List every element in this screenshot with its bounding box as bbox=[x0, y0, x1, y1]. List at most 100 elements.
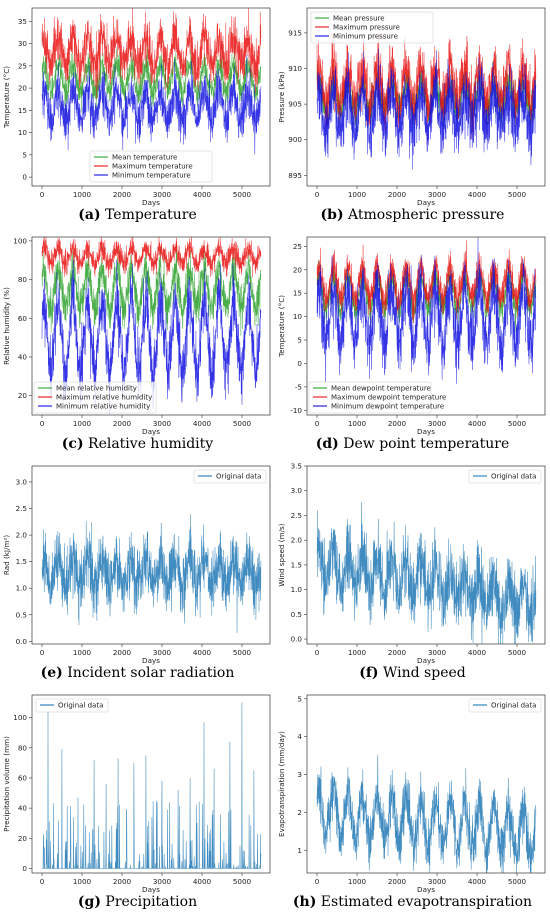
y-tick-label-d-1: -5 bbox=[295, 382, 302, 391]
x-tick-label-d-5: 5000 bbox=[508, 419, 527, 428]
y-tick-label-h-3: 4 bbox=[297, 732, 302, 741]
plot-frame-c bbox=[31, 236, 271, 416]
caption-b: (b) Atmospheric pressure bbox=[275, 207, 550, 223]
y-tick-label-g-1: 20 bbox=[18, 834, 28, 843]
plot-frame-b bbox=[306, 7, 546, 187]
y-tick-label-f-1: 0.5 bbox=[291, 610, 302, 619]
legend-label-a-1: Maximum temperature bbox=[112, 163, 193, 171]
y-tick-label-f-5: 2.5 bbox=[291, 511, 302, 520]
x-tick-label-h-3: 3000 bbox=[428, 877, 447, 886]
x-tick-label-c-4: 4000 bbox=[193, 419, 212, 428]
y-tick-label-d-5: 15 bbox=[293, 289, 302, 298]
series-line-b-1 bbox=[316, 32, 537, 145]
x-tick-label-c-2: 2000 bbox=[113, 419, 132, 428]
x-tick-label-b-3: 3000 bbox=[428, 190, 447, 199]
chart-panel-d: 0 1000 2000 3000 4000 5000 -10 -5 0 5 10 15 20 25 Days… bbox=[275, 229, 550, 458]
plot-frame-d bbox=[306, 236, 546, 416]
caption-text-a: Temperature bbox=[100, 207, 197, 223]
y-tick-label-a-5: 25 bbox=[18, 61, 27, 70]
y-tick-label-g-0: 0 bbox=[22, 864, 27, 873]
y-tick-label-d-7: 25 bbox=[293, 242, 302, 251]
caption-letter-b: (b) bbox=[320, 207, 344, 223]
x-axis-label-a: Days bbox=[142, 198, 160, 207]
series-line-a-2 bbox=[41, 54, 262, 155]
y-tick-label-b-2: 905 bbox=[288, 100, 302, 109]
chart-svg-e: 0 1000 2000 3000 4000 5000 0.0 0.5 1.0 1.5 2.0 2.5 3… bbox=[2, 465, 271, 665]
chart-panel-b: 0 1000 2000 3000 4000 5000 895 900 905 910 915 Days… bbox=[275, 0, 550, 229]
x-tick-label-f-2: 2000 bbox=[388, 648, 407, 657]
x-tick-label-a-3: 3000 bbox=[153, 190, 172, 199]
plot-frame-a bbox=[31, 7, 271, 187]
x-tick-label-d-0: 0 bbox=[315, 419, 320, 428]
x-tick-label-e-0: 0 bbox=[40, 648, 45, 657]
x-tick-label-a-2: 2000 bbox=[113, 190, 132, 199]
x-axis-label-d: Days bbox=[417, 427, 435, 436]
legend-label-a-0: Mean temperature bbox=[112, 154, 177, 162]
caption-text-h: Estimated evapotranspiration bbox=[316, 894, 533, 910]
x-tick-label-g-1: 1000 bbox=[73, 877, 92, 886]
y-axis-label-h: Evapotranspiration (mm/day) bbox=[277, 731, 286, 837]
y-tick-label-b-1: 900 bbox=[288, 135, 302, 144]
legend-label-h-0: Original data bbox=[491, 702, 536, 710]
caption-letter-e: (e) bbox=[40, 665, 63, 681]
y-tick-label-e-4: 2.0 bbox=[16, 531, 28, 540]
legend-label-d-2: Minimum dewpoint temperature bbox=[331, 403, 444, 411]
legend-label-d-0: Mean dewpoint temperature bbox=[331, 385, 431, 393]
x-tick-label-b-5: 5000 bbox=[508, 190, 527, 199]
y-tick-label-e-6: 3.0 bbox=[16, 477, 28, 486]
x-tick-label-e-3: 3000 bbox=[153, 648, 172, 657]
y-tick-label-c-3: 80 bbox=[18, 275, 28, 284]
chart-svg-f: 0 1000 2000 3000 4000 5000 0.0 0.5 1.0 1.5 2.0 2.5 3… bbox=[277, 462, 546, 665]
x-tick-label-a-4: 4000 bbox=[193, 190, 212, 199]
y-axis-label-e: Rad (kJ/m²) bbox=[2, 535, 11, 575]
caption-text-g: Precipitation bbox=[100, 894, 198, 910]
y-tick-label-a-1: 5 bbox=[22, 150, 27, 159]
x-axis-label-f: Days bbox=[417, 656, 435, 665]
series-line-g-0 bbox=[42, 702, 262, 870]
x-tick-label-e-4: 4000 bbox=[193, 648, 212, 657]
series-line-h-0 bbox=[316, 754, 537, 874]
caption-letter-d: (d) bbox=[315, 436, 339, 452]
legend-label-c-1: Maximum relative humidity bbox=[56, 394, 152, 402]
plot-frame-e bbox=[31, 465, 271, 645]
legend-label-b-0: Mean pressure bbox=[333, 15, 385, 23]
y-tick-label-h-2: 3 bbox=[297, 770, 302, 779]
chart-panel-f: 0 1000 2000 3000 4000 5000 0.0 0.5 1.0 1.5 2.0 2.5 3… bbox=[275, 458, 550, 687]
x-tick-label-d-2: 2000 bbox=[388, 419, 407, 428]
x-tick-label-h-4: 4000 bbox=[468, 877, 487, 886]
caption-letter-c: (c) bbox=[61, 436, 84, 452]
x-tick-label-g-2: 2000 bbox=[113, 877, 132, 886]
legend-label-d-1: Maximum dewpoint temperature bbox=[331, 394, 446, 402]
plot-frame-h bbox=[306, 694, 546, 874]
caption-f: (f) Wind speed bbox=[275, 665, 550, 681]
y-tick-label-e-2: 1.0 bbox=[16, 584, 28, 593]
y-tick-label-h-0: 1 bbox=[297, 846, 302, 855]
x-tick-label-e-5: 5000 bbox=[233, 648, 252, 657]
plot-frame-g bbox=[31, 694, 271, 874]
y-tick-label-d-4: 10 bbox=[293, 312, 303, 321]
caption-letter-f: (f) bbox=[359, 665, 379, 681]
y-tick-label-a-4: 20 bbox=[18, 84, 28, 93]
caption-d: (d) Dew point temperature bbox=[275, 436, 550, 452]
series-line-d-2 bbox=[316, 236, 537, 384]
legend-label-a-2: Minimum temperature bbox=[112, 172, 191, 180]
x-tick-label-c-3: 3000 bbox=[153, 419, 172, 428]
x-tick-label-f-5: 5000 bbox=[508, 648, 527, 657]
x-tick-label-a-0: 0 bbox=[40, 190, 45, 199]
y-tick-label-e-0: 0.0 bbox=[16, 637, 28, 646]
x-tick-label-g-0: 0 bbox=[40, 877, 45, 886]
y-tick-label-d-3: 5 bbox=[297, 336, 302, 345]
legend-f bbox=[468, 469, 542, 484]
y-tick-label-e-3: 1.5 bbox=[16, 557, 27, 566]
y-tick-label-c-2: 60 bbox=[18, 314, 28, 323]
legend-e bbox=[193, 469, 267, 484]
legend-label-g-0: Original data bbox=[58, 702, 103, 710]
x-tick-label-d-4: 4000 bbox=[468, 419, 487, 428]
x-tick-label-b-4: 4000 bbox=[468, 190, 487, 199]
x-tick-label-b-2: 2000 bbox=[388, 190, 407, 199]
x-axis-label-h: Days bbox=[417, 885, 435, 894]
x-tick-label-f-0: 0 bbox=[315, 648, 320, 657]
x-tick-label-d-1: 1000 bbox=[348, 419, 367, 428]
legend-h bbox=[468, 698, 542, 713]
series-line-c-0 bbox=[41, 244, 262, 336]
